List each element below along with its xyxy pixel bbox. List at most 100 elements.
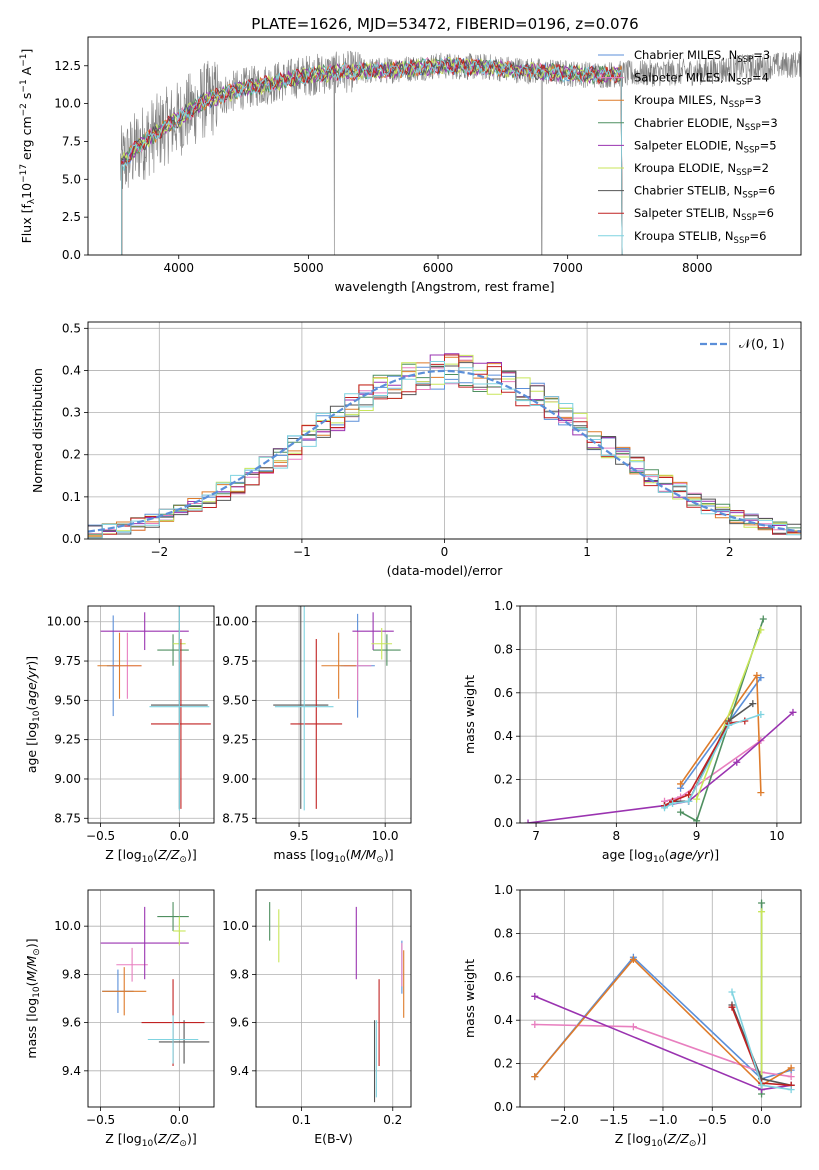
weight-point-kroupa_stelib [685,797,693,805]
chart-mass_weight_vs_Z: −2.0 −1.5 −1.0 −0.5 0.0 0.0 0.2 0.4 0.6 0.8 1.0 Z [… [462,883,802,1149]
weight-point-chabrier_elodie [759,615,767,623]
model-line-kroupa_stelib [121,57,623,255]
y-tick-label: 0.6 [494,686,513,700]
weight-point-salpeter_stelib [728,1003,736,1011]
y-tick-label: 9.75 [54,654,81,668]
x-tick-label: 4000 [163,261,194,275]
x-tick-label: 10 [769,829,784,843]
weight-point-kroupa_elodie [693,795,701,803]
y-tick-label: 10.0 [54,97,81,111]
chart-age_vs_mass: 9.5 10.0 8.75 9.00 9.25 9.50 9.75 10.00 mass [lo… [215,605,412,865]
y-tick-label: 0.5 [62,321,81,335]
x-tick-label: 6000 [423,261,454,275]
weight-point-salpeter_miles [531,1021,539,1029]
weight-point-salpeter_elodie [524,819,532,823]
x-tick-label: 9.5 [290,829,309,843]
y-tick-label: 9.4 [230,1064,249,1078]
y-tick-label: 9.00 [222,772,249,786]
y-tick-label: 9.6 [62,1016,81,1030]
legend-series-name: Chabrier MILES [634,48,721,62]
y-tick-label: 12.5 [54,59,81,73]
x-axis-label: E(B-V) [314,1131,353,1146]
x-tick-label: 8 [613,829,621,843]
x-tick-label: 0 [441,545,449,559]
plot-area [269,902,405,1103]
weight-point-kroupa_stelib [725,721,733,729]
chart-age_vs_Z: −0.5 0.0 8.75 9.00 9.25 9.50 9.75 10.00 Z [log10… [24,605,215,865]
weight-point-kroupa_miles [629,955,637,963]
legend-label: Kroupa MILES, NSSP=3 [634,93,761,110]
plot-area [120,50,801,255]
x-axis-label: age [log10(age/yr)] [602,847,719,865]
y-axis-label: mass [log10(M/M⊙)] [24,938,42,1058]
x-tick-label: 0.0 [170,1113,189,1127]
x-tick-label: 0.0 [752,1113,771,1127]
weight-point-kroupa_miles [787,1064,795,1072]
y-tick-label: 0.0 [494,1100,513,1114]
y-tick-label: 7.5 [62,134,81,148]
x-tick-label: 1 [583,545,591,559]
chart-mass_vs_ebv: 0.1 0.2 9.4 9.6 9.8 10.0 E(B-V) [222,889,412,1146]
weight-point-chabrier_stelib [749,700,757,708]
axes-frame [519,605,802,824]
chart-mass_vs_Z: −0.5 0.0 9.4 9.6 9.8 10.0 Z [log10(Z/Z⊙)] mass … [24,889,215,1149]
y-tick-label: 0.1 [62,490,81,504]
y-tick-label: 8.75 [54,811,81,825]
model-line-chabrier_stelib [121,57,623,255]
legend-nssp-value: 3 [770,116,777,130]
weight-point-chabrier_elodie [758,899,766,907]
weight-point-kroupa_stelib [661,804,669,812]
legend-nssp-value: 5 [769,138,776,152]
weight-point-chabrier_elodie [693,817,701,823]
weight-point-kroupa_miles [677,780,685,788]
plot-area [100,902,210,1067]
weight-point-kroupa_miles [753,671,761,679]
legend-label: Chabrier STELIB, NSSP=6 [634,184,775,201]
legend-label: Kroupa STELIB, NSSP=6 [634,229,766,246]
legend-series-name: Kroupa STELIB [634,229,718,243]
axes-frame [87,321,802,540]
axes-frame [255,889,412,1108]
weight-point-kroupa_stelib [728,988,736,996]
legend-label: Kroupa ELODIE, NSSP=2 [634,161,769,178]
weight-line-kroupa_elodie [695,629,762,800]
x-tick-label: 0.0 [170,829,189,843]
x-tick-label: −0.5 [86,1113,115,1127]
weight-point-chabrier_miles [757,674,765,682]
y-tick-label: 0.2 [494,1057,513,1071]
y-tick-label: 0.0 [62,532,81,546]
weight-line-salpeter_miles [534,1023,792,1078]
y-tick-label: 1.0 [494,883,513,897]
y-tick-label: 10.00 [215,615,249,629]
legend-label: Salpeter STELIB, NSSP=6 [634,206,774,223]
x-tick-label: 7000 [552,261,583,275]
weight-line-kroupa_miles [534,958,792,1087]
y-tick-label: 5.0 [62,172,81,186]
axes-frame [87,605,215,824]
y-tick-label: 9.6 [230,1016,249,1030]
weight-point-kroupa_stelib [757,711,765,718]
legend-series-name: Salpeter MILES [634,71,720,85]
weight-point-kroupa_miles [531,1073,539,1081]
legend-nssp-value: 4 [762,71,769,85]
chart-mass_weight_vs_age: 7 8 9 10 0.0 0.2 0.4 0.6 0.8 1.0 age [log10(age/yr… [462,599,802,865]
x-tick-label: −0.5 [698,1113,727,1127]
weight-point-salpeter_miles [629,1023,637,1031]
y-axis-label: Flux [fλ10−17 erg cm−2 s−1 A−1] [19,49,37,244]
y-axis-label: Normed distribution [30,368,45,493]
y-tick-label: 0.2 [62,448,81,462]
legend-series-name: Chabrier ELODIE [634,116,729,130]
y-tick-label: 0.0 [494,816,513,830]
legend-series-name: Salpeter ELODIE [634,138,728,152]
legend-series-name: Salpeter STELIB [634,206,725,220]
y-tick-label: 9.50 [54,693,81,707]
y-tick-label: 0.8 [494,926,513,940]
plot-area [273,606,401,811]
y-tick-label: 9.8 [230,967,249,981]
plot-area [88,353,801,539]
x-tick-label: 8000 [682,261,713,275]
y-tick-label: 0.3 [62,406,81,420]
x-axis-label: wavelength [Angstrom, rest frame] [334,279,554,294]
weight-point-kroupa_miles [757,789,765,797]
x-axis-label: Z [log10(Z/Z⊙)] [615,1131,706,1149]
